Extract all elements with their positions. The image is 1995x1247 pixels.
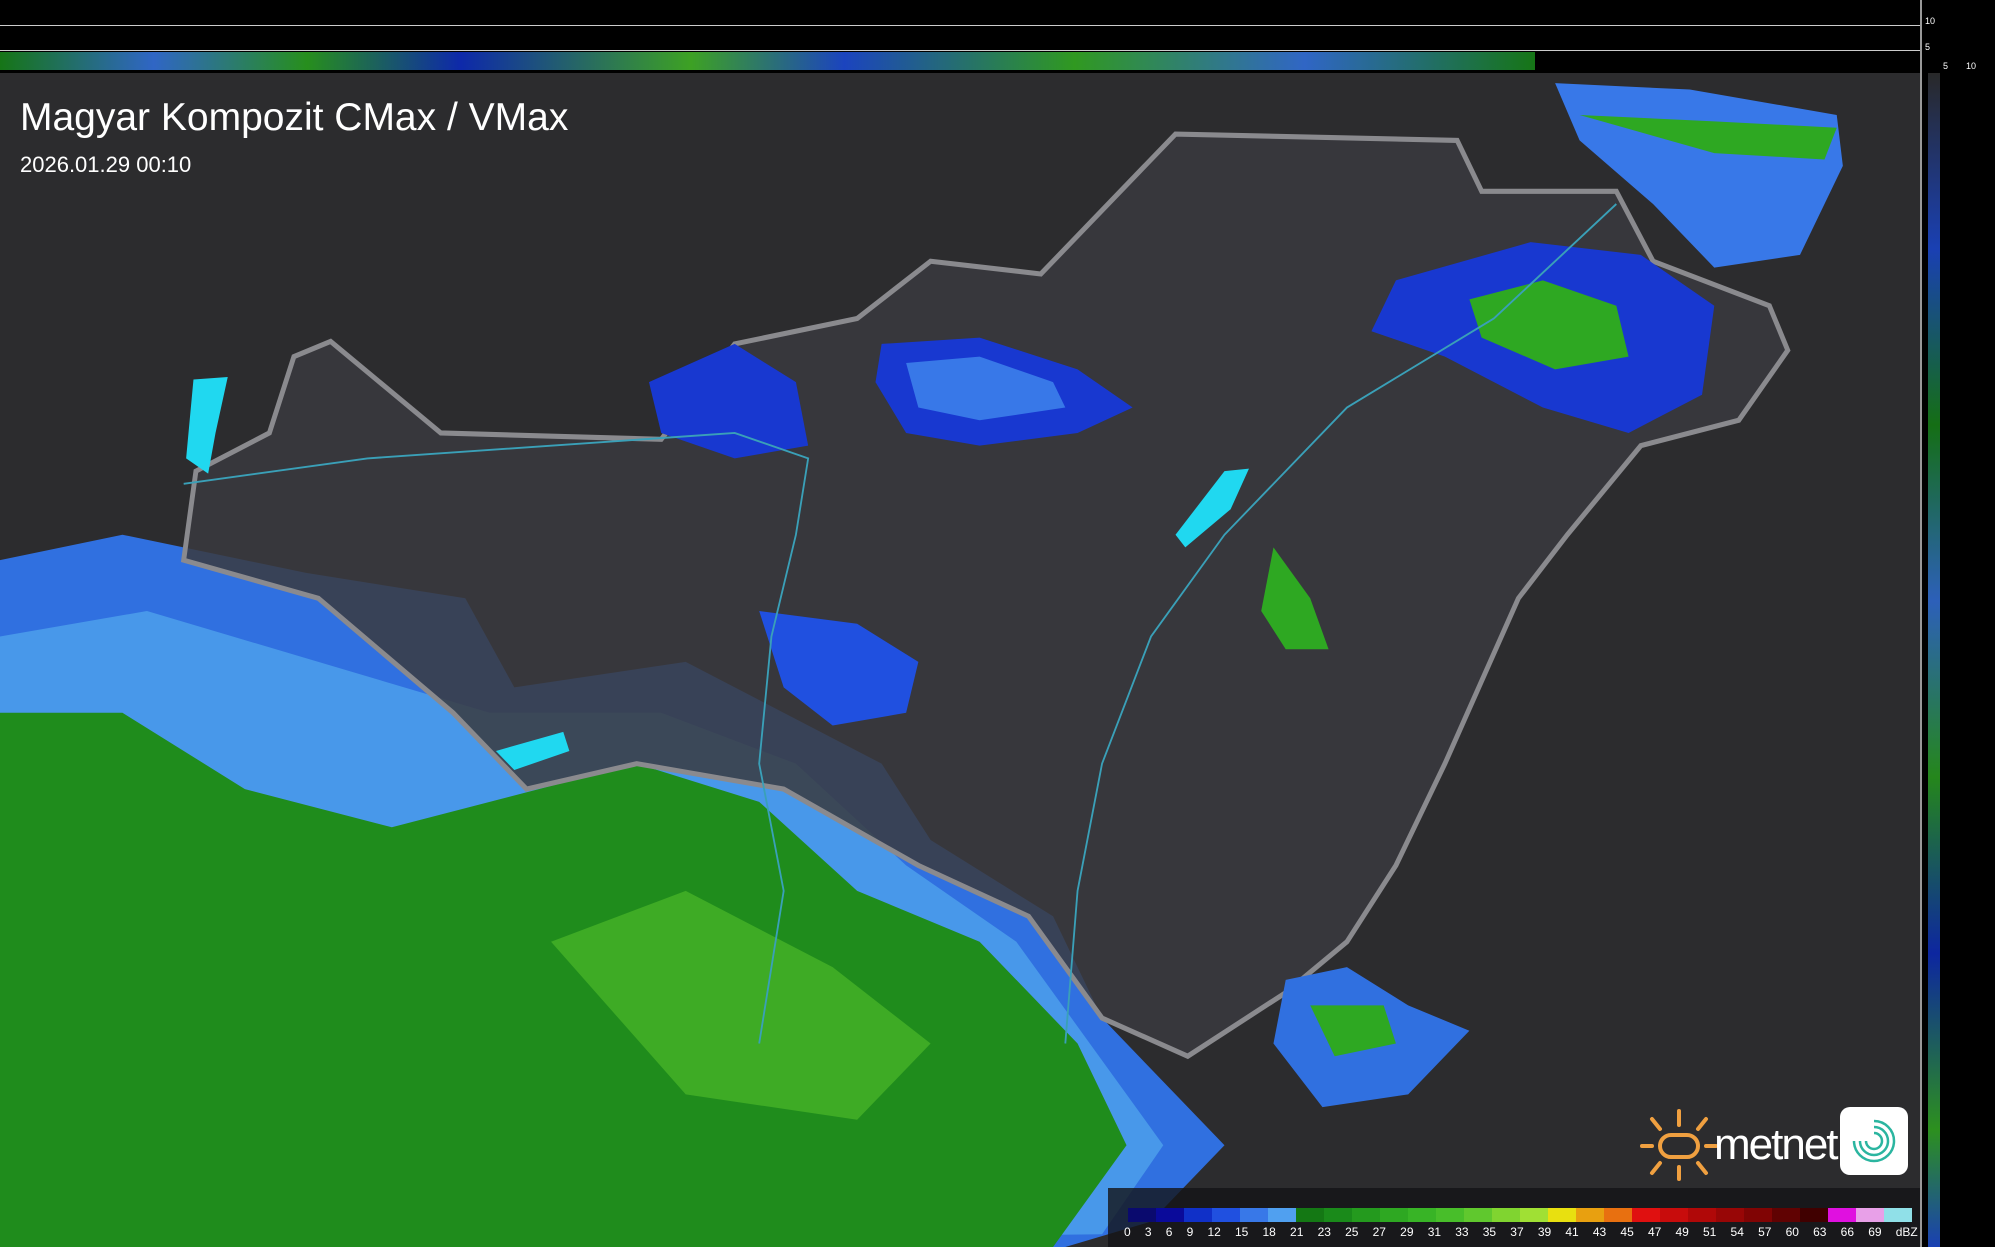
lake-neusiedl <box>186 376 228 474</box>
map-timestamp: 2026.01.29 00:10 <box>20 152 192 177</box>
legend-label: 41 <box>1565 1225 1579 1239</box>
legend-swatch <box>1800 1208 1828 1222</box>
legend-label: 25 <box>1345 1225 1359 1239</box>
map-canvas <box>0 73 1920 1247</box>
legend-label: 57 <box>1758 1225 1772 1239</box>
legend-label: 27 <box>1372 1225 1386 1239</box>
legend-label: 47 <box>1647 1225 1662 1239</box>
precip-cell <box>759 611 919 726</box>
legend-label: 23 <box>1317 1225 1331 1239</box>
country-border-hungary <box>180 131 1791 1060</box>
legend-swatch <box>1772 1208 1800 1222</box>
legend-swatch <box>1492 1208 1520 1222</box>
legend-label: 12 <box>1207 1225 1221 1239</box>
radar-swirl-icon <box>1840 1107 1908 1175</box>
legend-label: 15 <box>1234 1225 1249 1239</box>
legend-swatch <box>1520 1208 1548 1222</box>
legend-label: 63 <box>1813 1225 1827 1239</box>
legend-swatch <box>1632 1208 1660 1222</box>
metnet-logo: metnet <box>1638 1105 1839 1185</box>
scale-line-10 <box>0 25 1920 26</box>
scale-label: 5 <box>1943 61 1949 71</box>
radar-map[interactable] <box>0 73 1920 1247</box>
dbz-legend: 0 3 6 9 12 15 18 21 23 25 27 29 31 33 35 37 39 41 43 45 47 49… <box>1108 1188 1920 1247</box>
legend-swatch <box>1716 1208 1744 1222</box>
precip-cell <box>1261 547 1329 650</box>
legend-label: 49 <box>1675 1225 1689 1239</box>
legend-swatch <box>1604 1208 1632 1222</box>
legend-label: 43 <box>1592 1225 1607 1239</box>
precip-area-lightgreen <box>551 890 931 1120</box>
lake-tisza <box>1175 468 1249 548</box>
legend-label: 33 <box>1455 1225 1469 1239</box>
legend-label: 31 <box>1427 1225 1442 1239</box>
legend-label: 39 <box>1537 1225 1552 1239</box>
legend-swatch <box>1212 1208 1240 1222</box>
legend-swatch <box>1744 1208 1772 1222</box>
river-danube <box>183 431 810 1044</box>
legend-label: 60 <box>1785 1225 1799 1239</box>
legend-label: 51 <box>1703 1225 1717 1239</box>
legend-color-bar <box>1128 1208 1912 1222</box>
legend-label: 21 <box>1290 1225 1304 1239</box>
legend-swatch <box>1548 1208 1576 1222</box>
legend-label: 37 <box>1510 1225 1524 1239</box>
legend-swatch <box>1884 1208 1912 1222</box>
legend-swatch <box>1688 1208 1716 1222</box>
legend-label: 29 <box>1400 1225 1414 1239</box>
legend-label: 9 <box>1186 1225 1194 1239</box>
scale-label: 10 <box>1966 61 1977 71</box>
precip-cell <box>648 343 809 459</box>
river-tisza <box>1064 203 1617 1044</box>
legend-label: 0 <box>1124 1225 1131 1239</box>
legend-label: 6 <box>1165 1225 1173 1239</box>
legend-swatch <box>1156 1208 1184 1222</box>
legend-swatch <box>1576 1208 1604 1222</box>
legend-swatch <box>1436 1208 1464 1222</box>
legend-swatch <box>1408 1208 1436 1222</box>
scale-label: 5 <box>1925 42 1931 52</box>
map-title: Magyar Kompozit CMax / VMax <box>20 96 569 139</box>
legend-label: 3 <box>1144 1225 1152 1239</box>
precip-cell <box>1469 280 1629 370</box>
legend-swatch <box>1296 1208 1324 1222</box>
legend-label: 69 <box>1868 1225 1882 1239</box>
scale-line-5 <box>0 50 1920 51</box>
legend-swatch <box>1660 1208 1688 1222</box>
legend-swatch <box>1268 1208 1296 1222</box>
legend-swatch <box>1240 1208 1268 1222</box>
precip-cell <box>1310 1005 1396 1057</box>
legend-swatch <box>1380 1208 1408 1222</box>
lake-balaton <box>495 731 570 771</box>
legend-label: 66 <box>1840 1225 1855 1239</box>
legend-unit: dBZ <box>1895 1225 1918 1239</box>
precip-cell <box>1579 114 1837 160</box>
legend-swatch <box>1856 1208 1884 1222</box>
legend-swatch <box>1128 1208 1156 1222</box>
legend-swatch <box>1464 1208 1492 1222</box>
vertical-profile <box>1928 73 1940 1247</box>
legend-swatch <box>1184 1208 1212 1222</box>
top-profile-strip <box>0 0 1920 73</box>
horizontal-profile <box>0 52 1535 70</box>
sun-icon <box>1640 1109 1718 1181</box>
legend-label: 35 <box>1482 1225 1497 1239</box>
legend-label: 54 <box>1730 1225 1744 1239</box>
logo-text: metnet <box>1714 1120 1839 1169</box>
legend-label: 45 <box>1620 1225 1634 1239</box>
scale-label: 10 <box>1925 16 1936 26</box>
legend-label: 18 <box>1262 1225 1276 1239</box>
legend-labels: 0 3 6 9 12 15 18 21 23 25 27 29 31 33 35 37 39 41 43 45 47 49… <box>1124 1225 1918 1239</box>
legend-swatch <box>1352 1208 1380 1222</box>
legend-swatch <box>1828 1208 1856 1222</box>
legend-swatch <box>1324 1208 1352 1222</box>
